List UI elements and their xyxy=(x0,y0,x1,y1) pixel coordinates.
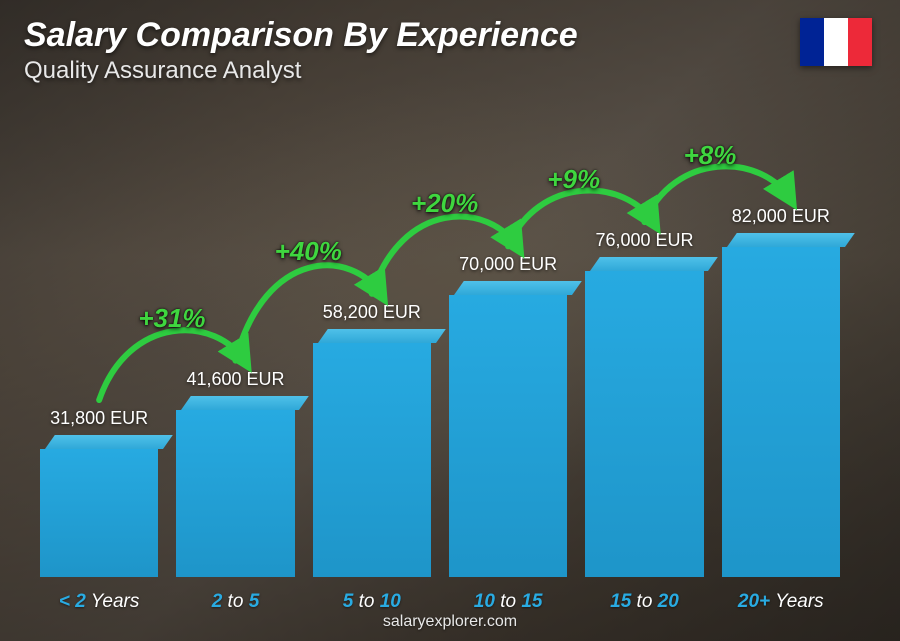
bar-column: 58,200 EUR5 to 10 xyxy=(313,115,431,577)
bar-column: 41,600 EUR2 to 5 xyxy=(176,115,294,577)
header: Salary Comparison By Experience Quality … xyxy=(24,16,876,85)
bar-value-label: 76,000 EUR xyxy=(595,230,693,251)
footer-source: salaryexplorer.com xyxy=(0,613,900,631)
bar-category-label: < 2 Years xyxy=(59,591,139,613)
bar-top-face xyxy=(454,281,582,295)
bar-value-label: 70,000 EUR xyxy=(459,254,557,275)
bar-category-label: 15 to 20 xyxy=(610,591,679,613)
growth-arc: +31% xyxy=(40,115,840,577)
bar-top-face xyxy=(590,257,718,271)
chart-title: Salary Comparison By Experience xyxy=(24,16,876,55)
bar-front-face xyxy=(176,410,294,577)
bar-front-face xyxy=(585,271,703,577)
bar-value-label: 31,800 EUR xyxy=(50,408,148,429)
bar-top-face xyxy=(45,435,173,449)
growth-arc: +40% xyxy=(40,115,840,577)
bar-category-label: 2 to 5 xyxy=(212,591,260,613)
chart-subtitle: Quality Assurance Analyst xyxy=(24,57,876,85)
growth-arc: +20% xyxy=(40,115,840,577)
bar-value-label: 82,000 EUR xyxy=(732,206,830,227)
bar-category-label: 20+ Years xyxy=(738,591,824,613)
bar-front-face xyxy=(313,343,431,577)
bar-column: 70,000 EUR10 to 15 xyxy=(449,115,567,577)
flag-stripe-white xyxy=(824,18,848,66)
bar-column: 82,000 EUR20+ Years xyxy=(722,115,840,577)
bar-top-face xyxy=(181,396,309,410)
salary-bar-chart: 31,800 EUR< 2 Years41,600 EUR2 to 558,20… xyxy=(40,115,840,577)
bar-top-face xyxy=(318,329,446,343)
bar-category-label: 10 to 15 xyxy=(474,591,543,613)
bar-column: 76,000 EUR15 to 20 xyxy=(585,115,703,577)
bar-column: 31,800 EUR< 2 Years xyxy=(40,115,158,577)
france-flag-icon xyxy=(800,18,872,66)
bar-category-label: 5 to 10 xyxy=(343,591,401,613)
bar-value-label: 41,600 EUR xyxy=(186,369,284,390)
flag-stripe-blue xyxy=(800,18,824,66)
bar-front-face xyxy=(40,449,158,577)
growth-arc: +9% xyxy=(40,115,840,577)
bar-top-face xyxy=(727,233,855,247)
growth-arc: +8% xyxy=(40,115,840,577)
flag-stripe-red xyxy=(848,18,872,66)
bar-front-face xyxy=(449,295,567,577)
bar-value-label: 58,200 EUR xyxy=(323,302,421,323)
bar-front-face xyxy=(722,247,840,577)
